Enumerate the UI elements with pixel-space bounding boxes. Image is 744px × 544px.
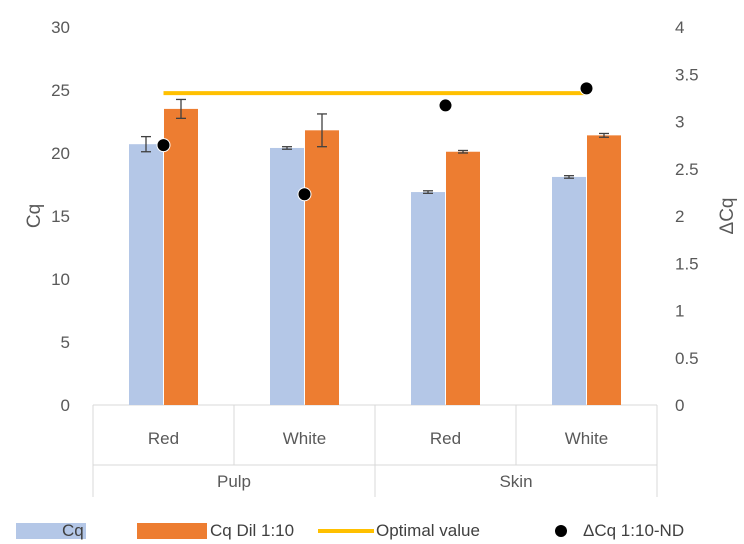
- error-bar: [176, 98, 186, 119]
- y-tick-label: 10: [51, 270, 70, 289]
- y2-tick-label: 2: [675, 207, 684, 226]
- y-tick-label: 5: [61, 333, 70, 352]
- legend-swatch: [137, 523, 207, 539]
- bar-cq-2: [411, 192, 445, 405]
- legend-label: Cq: [62, 521, 84, 540]
- bar-cq-dil-1-10-3: [587, 135, 621, 406]
- error-bar: [458, 149, 468, 154]
- y2-tick-label: 4: [675, 18, 684, 37]
- legend-item-optimal-value: Optimal value: [318, 521, 480, 540]
- error-bar: [282, 146, 292, 150]
- error-bar: [141, 135, 151, 153]
- y2-tick-label: 3.5: [675, 65, 699, 84]
- y-tick-label: 0: [61, 396, 70, 415]
- y2-tick-label: 3: [675, 113, 684, 132]
- legend-label: Cq Dil 1:10: [210, 521, 294, 540]
- delta-cq-point-2: [438, 98, 453, 113]
- legend-label: ΔCq 1:10-ND: [583, 521, 684, 540]
- y-axis-title: Cq: [24, 204, 45, 228]
- legend-item--cq-1-10-nd: ΔCq 1:10-ND: [555, 521, 684, 540]
- inner-category-label: White: [565, 429, 608, 448]
- bar-cq-dil-1-10-0: [164, 108, 198, 406]
- inner-category-label: White: [283, 429, 326, 448]
- y-tick-label: 30: [51, 18, 70, 37]
- bar-cq-dil-1-10-2: [446, 151, 480, 405]
- delta-cq-point-3: [579, 81, 594, 96]
- y2-tick-label: 1: [675, 302, 684, 321]
- y-tick-label: 20: [51, 144, 70, 163]
- bar-cq-0: [129, 144, 163, 405]
- delta-cq-point-0: [156, 138, 171, 153]
- legend: Cq Cq Dil 1:10 Optimal value ΔCq 1:10-ND: [16, 521, 684, 540]
- legend-item-cq: Cq: [16, 521, 86, 540]
- error-bar: [599, 132, 609, 138]
- y2-tick-label: 2.5: [675, 160, 699, 179]
- category-labels: Red White Red White Pulp Skin: [148, 429, 608, 491]
- legend-swatch: [555, 525, 567, 537]
- left-axis-ticks: 0 5 10 15 20 25 30: [51, 18, 70, 415]
- delta-cq-points: [156, 81, 594, 202]
- outer-category-label: Pulp: [217, 472, 251, 491]
- error-bar: [423, 190, 433, 194]
- right-axis-ticks: 0 0.5 1 1.5 2 2.5 3 3.5 4: [675, 18, 699, 415]
- inner-category-label: Red: [430, 429, 461, 448]
- delta-cq-point-1: [297, 187, 312, 202]
- y2-tick-label: 0: [675, 396, 684, 415]
- y2-tick-label: 1.5: [675, 254, 699, 273]
- bar-cq-3: [552, 176, 586, 405]
- inner-category-label: Red: [148, 429, 179, 448]
- error-bar: [317, 113, 327, 148]
- y-tick-label: 25: [51, 81, 70, 100]
- y-tick-label: 15: [51, 207, 70, 226]
- error-bar: [564, 175, 574, 179]
- y2-axis-title: ΔCq: [717, 198, 738, 235]
- outer-category-label: Skin: [499, 472, 532, 491]
- y2-tick-label: 0.5: [675, 349, 699, 368]
- bar-cq-1: [270, 147, 304, 405]
- legend-swatch: [16, 523, 86, 539]
- bar-cq-dil-1-10-1: [305, 130, 339, 405]
- legend-item-cq-dil-1-10: Cq Dil 1:10: [137, 521, 294, 540]
- legend-label: Optimal value: [376, 521, 480, 540]
- error-bars: [141, 98, 609, 194]
- category-axis: [92, 404, 658, 497]
- bars: [129, 108, 621, 406]
